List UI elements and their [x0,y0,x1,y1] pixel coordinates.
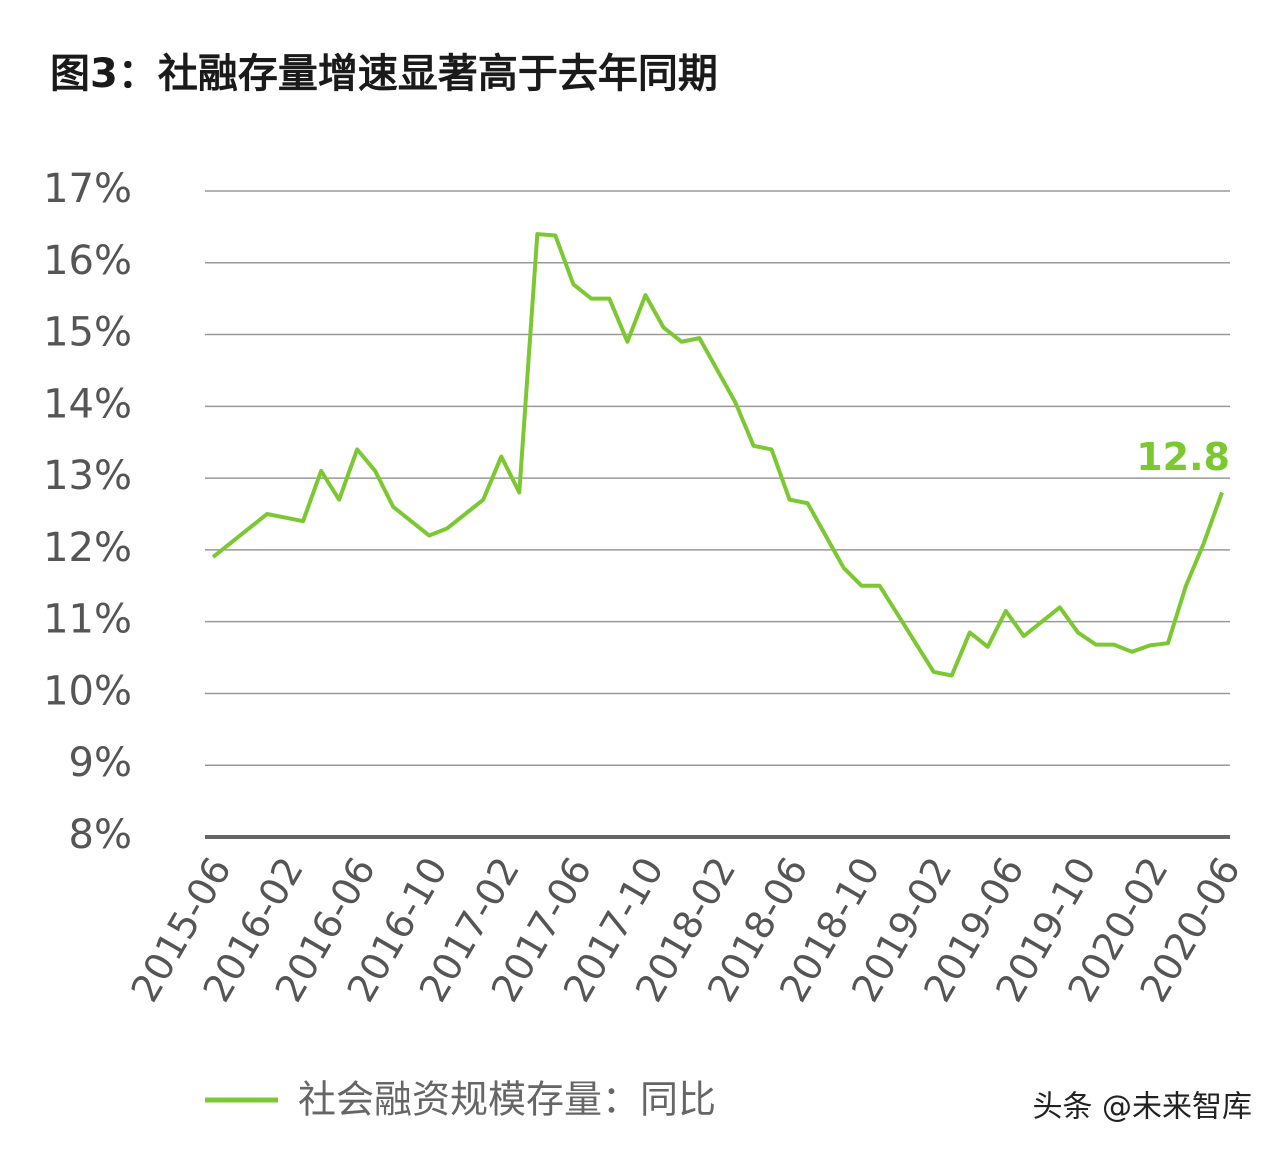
y-tick-label: 9% [69,740,132,786]
y-tick-label: 12% [43,525,132,571]
data-line [211,232,1224,678]
y-tick-label: 13% [43,453,132,499]
y-tick-label: 16% [43,238,132,284]
y-tick-label: 15% [43,310,132,356]
y-tick-label: 10% [43,668,132,714]
y-tick-label: 11% [43,597,132,643]
end-annotation: 12.8 [1136,435,1230,479]
y-tick-label: 14% [43,381,132,427]
chart-title: 图3：社融存量增速显著高于去年同期 [50,51,718,97]
y-tick-label: 8% [69,812,132,858]
watermark: 头条 @未来智库 [1032,1090,1252,1125]
y-tick-label: 17% [43,166,132,212]
legend-label: 社会融资规模存量：同比 [298,1078,716,1122]
